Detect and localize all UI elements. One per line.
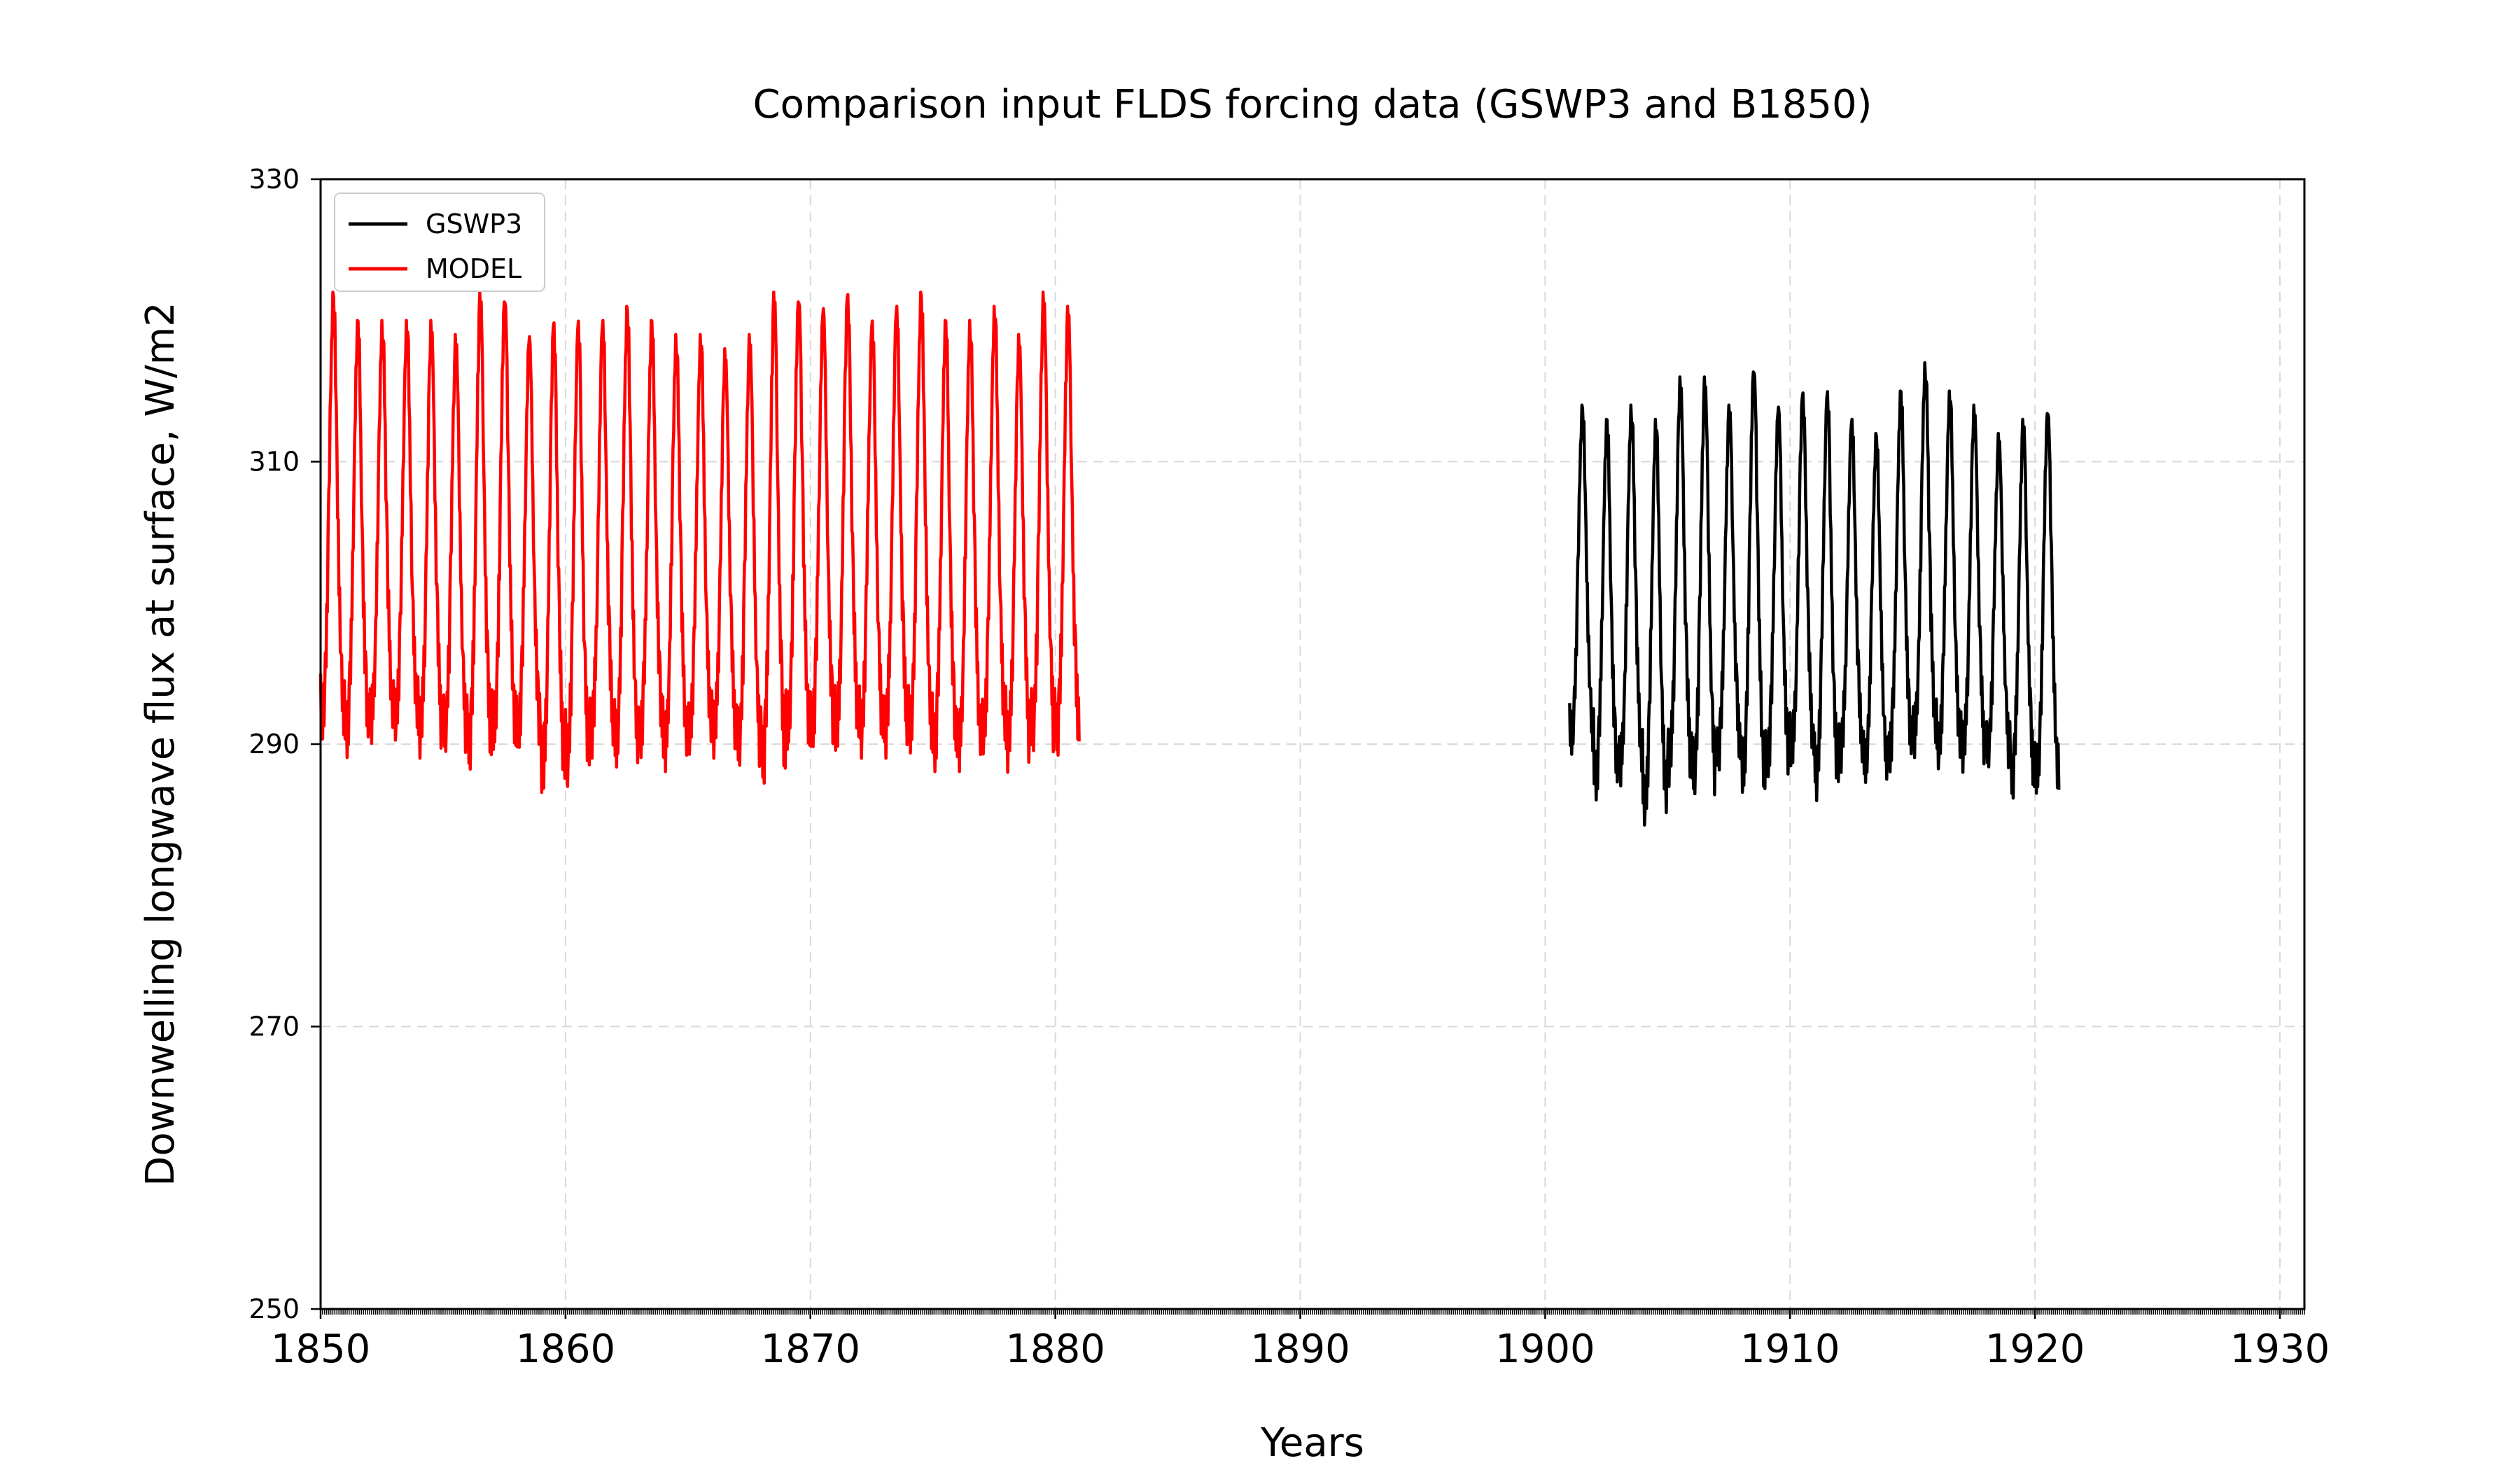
x-tick-label: 1880 (1005, 1326, 1105, 1372)
x-minor-ticks (320, 1309, 2305, 1315)
y-tick-label: 310 (248, 447, 300, 477)
y-tick-label: 250 (248, 1294, 300, 1324)
x-tick-label: 1890 (1250, 1326, 1350, 1372)
legend-box (334, 192, 545, 292)
y-axis-label: Downwelling longwave flux at surface, W/… (138, 302, 183, 1186)
legend: GSWP3 MODEL (334, 192, 545, 292)
series-line-gswp3 (1568, 361, 2061, 827)
x-tick-label: 1870 (760, 1326, 860, 1372)
x-tick-label: 1860 (516, 1326, 616, 1372)
chart-title: Comparison input FLDS forcing data (GSWP… (752, 82, 1872, 127)
series-group (318, 290, 2061, 827)
series-line-model (318, 290, 1081, 794)
y-tick-label: 330 (248, 164, 300, 195)
ticks: 1850 1860 1870 1880 1890 1900 1910 1920 1930 250 2… (248, 164, 2330, 1372)
legend-label-gswp3: GSWP3 (426, 209, 522, 239)
legend-label-model: MODEL (426, 253, 522, 284)
x-tick-label: 1900 (1495, 1326, 1595, 1372)
x-axis-label: Years (1260, 1420, 1364, 1466)
x-tick-label: 1850 (271, 1326, 371, 1372)
x-tick-label: 1910 (1740, 1326, 1840, 1372)
y-tick-label: 290 (248, 729, 300, 760)
x-tick-label: 1920 (1985, 1326, 2085, 1372)
x-tick-label: 1930 (2230, 1326, 2330, 1372)
y-tick-label: 270 (248, 1011, 300, 1042)
